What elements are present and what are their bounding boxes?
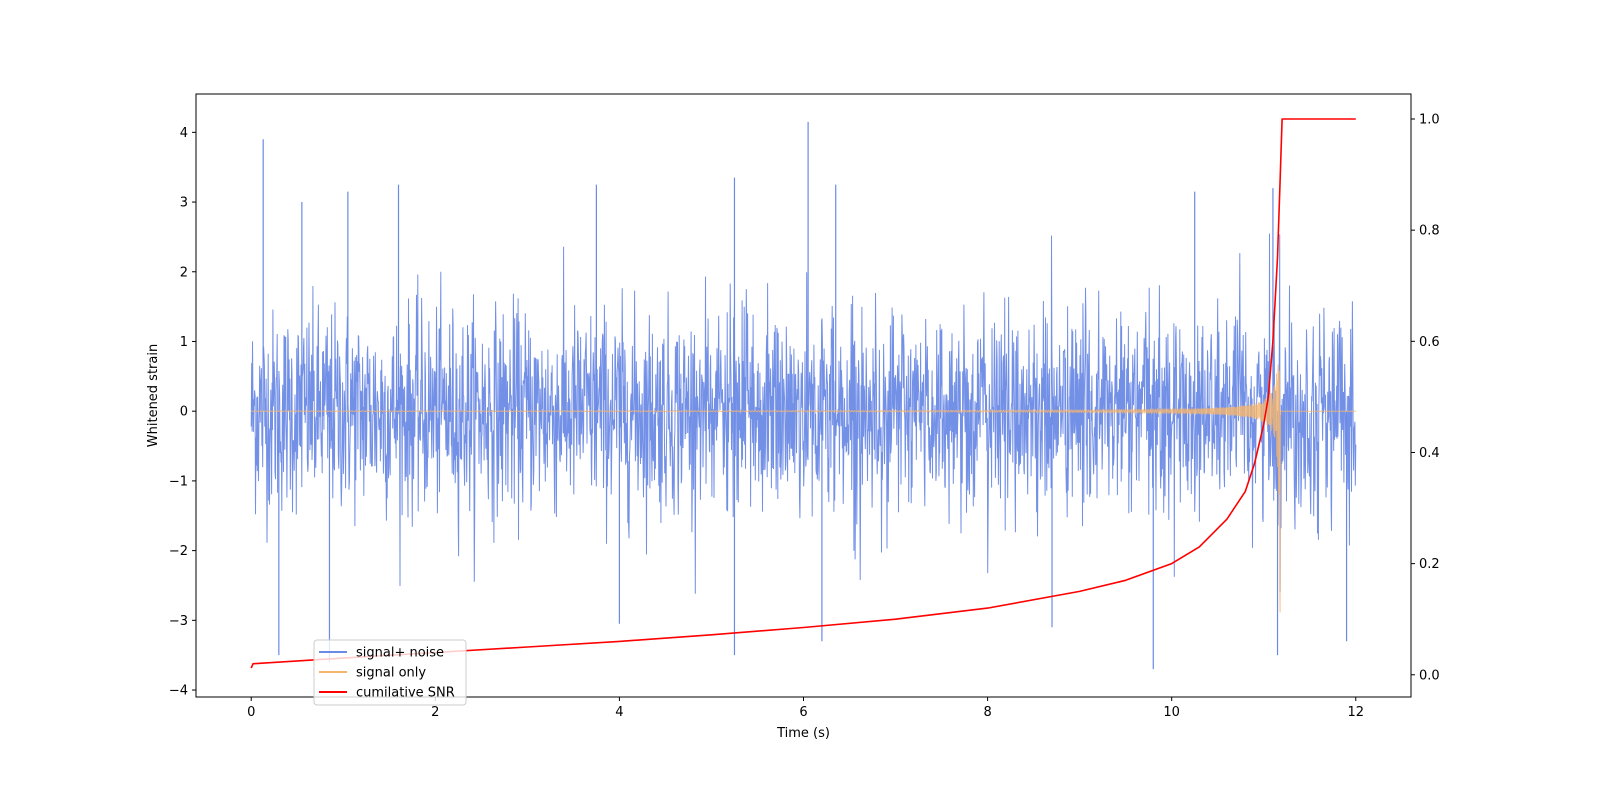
y2-tick-label: 0.6 [1419, 335, 1440, 350]
y-tick-label: −3 [169, 614, 188, 629]
y-tick-label: −4 [169, 684, 188, 699]
legend-label-signal-noise: signal+ noise [356, 646, 444, 661]
x-tick-label: 12 [1347, 705, 1364, 720]
y2-tick-label: 0.0 [1419, 668, 1440, 683]
series-cumulative-snr-line [250, 118, 1356, 669]
y-tick-label: 3 [180, 196, 188, 211]
y2-tick-label: 0.8 [1419, 224, 1440, 239]
y-axis-label: Whitened strain [146, 344, 161, 447]
y-tick-label: 4 [180, 126, 188, 141]
y-tick-label: −2 [169, 544, 188, 559]
x-tick-label: 6 [799, 705, 807, 720]
y2-tick-label: 0.2 [1419, 557, 1440, 572]
x-tick-label: 0 [247, 705, 255, 720]
x-tick-label: 10 [1163, 705, 1180, 720]
x-tick-label: 4 [615, 705, 623, 720]
y-tick-label: 2 [180, 265, 188, 280]
y-axis-right: 0.0 0.2 0.4 0.6 0.8 1.0 [1411, 113, 1440, 683]
y-tick-label: 1 [180, 335, 188, 350]
legend: signal+ noise signal only cumilative SNR [313, 639, 467, 706]
x-tick-label: 2 [431, 705, 439, 720]
series-signal-only-line [251, 364, 1356, 613]
legend-label-cumulative-snr: cumilative SNR [356, 686, 455, 701]
y-tick-label: 0 [180, 405, 188, 420]
y2-tick-label: 0.4 [1419, 446, 1440, 461]
x-tick-label: 8 [983, 705, 991, 720]
y2-tick-label: 1.0 [1419, 113, 1440, 128]
x-axis: 0 2 4 6 8 10 12 [247, 697, 1364, 720]
series-signal-noise-line [250, 233, 1357, 594]
y-tick-label: −1 [169, 474, 188, 489]
x-axis-label: Time (s) [776, 726, 830, 741]
legend-label-signal-only: signal only [356, 666, 426, 681]
legend-box [313, 639, 467, 706]
plot-layer [250, 118, 1357, 670]
y-axis-left: −4 −3 −2 −1 0 1 2 3 4 [169, 126, 196, 699]
